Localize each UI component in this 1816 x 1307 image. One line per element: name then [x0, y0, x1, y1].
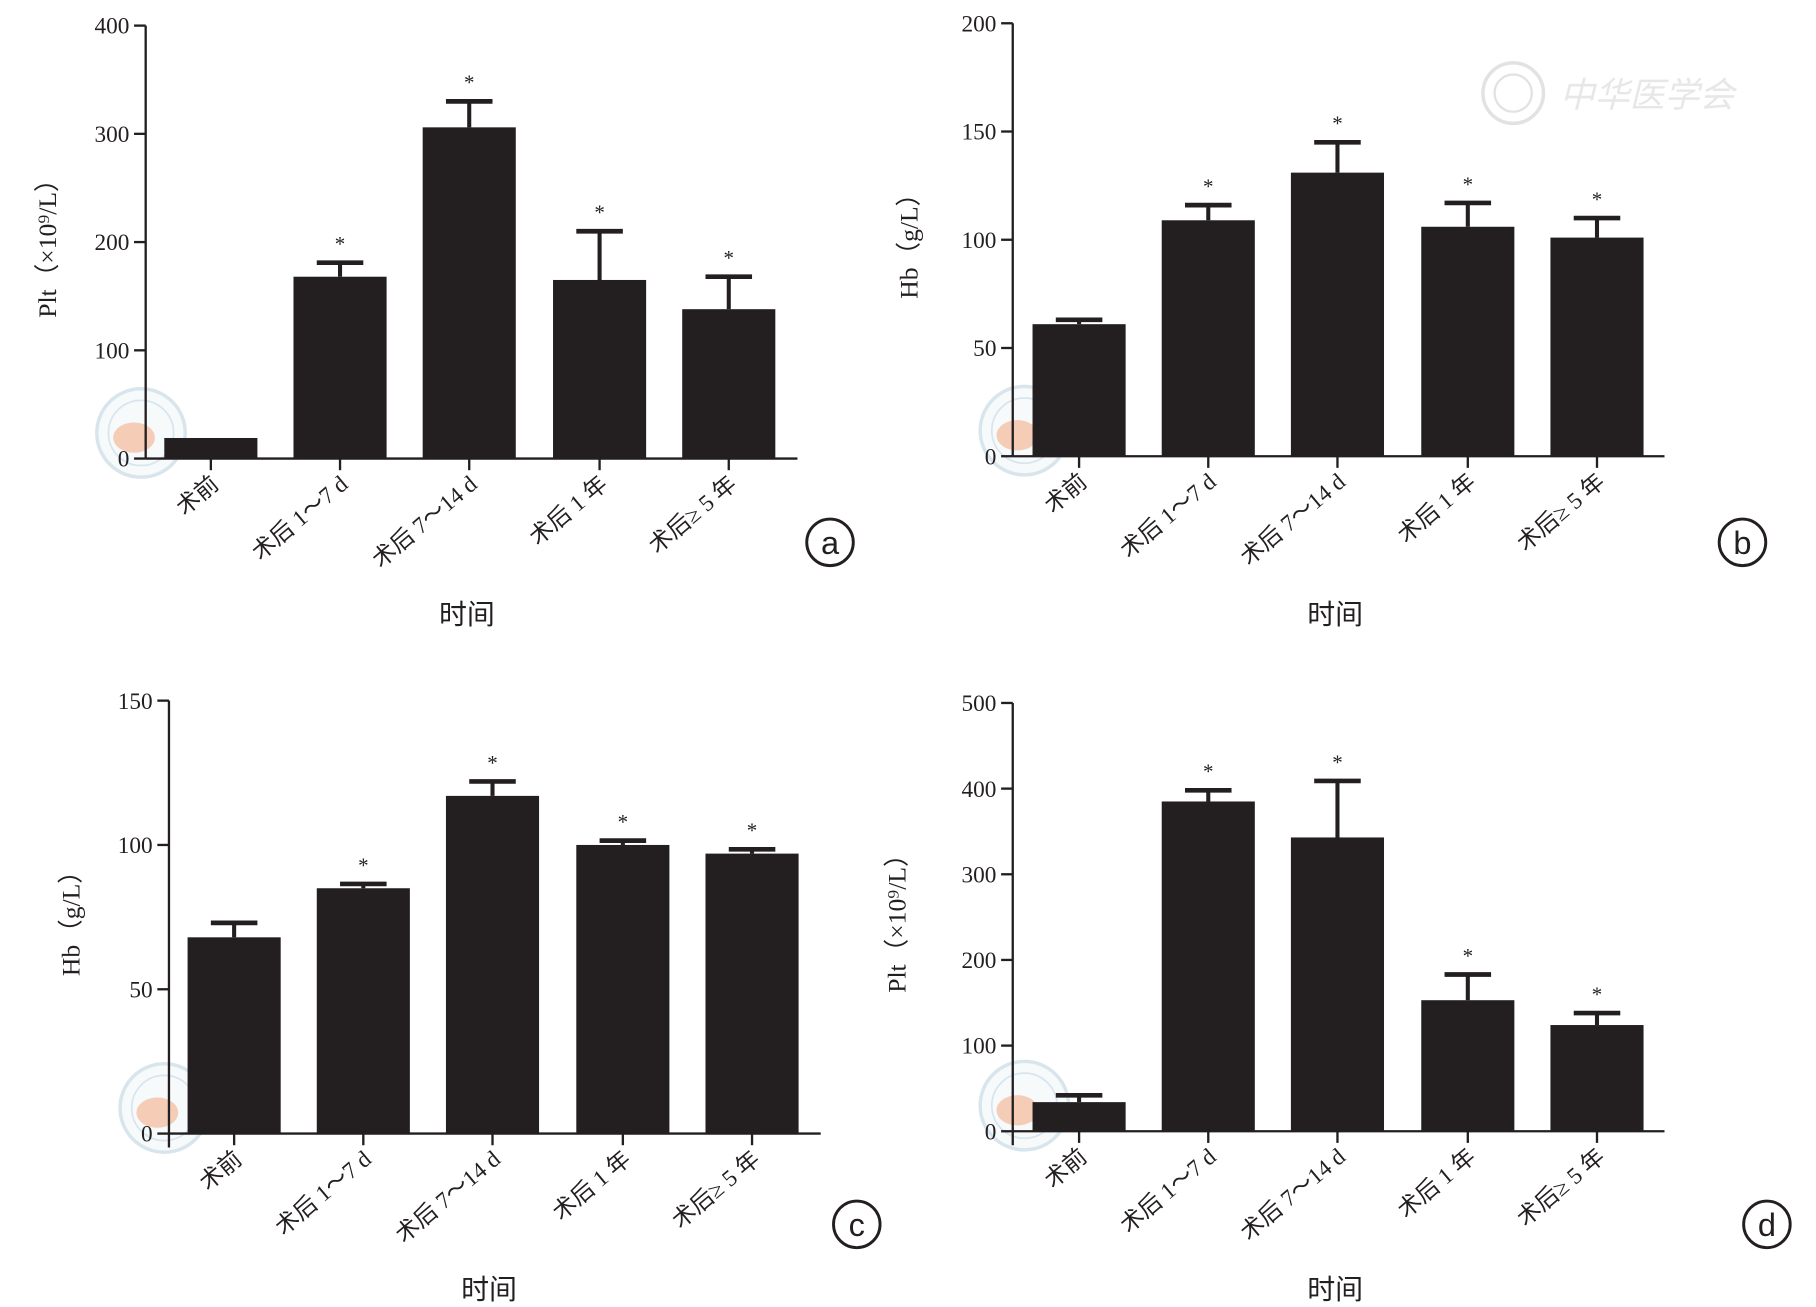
panel-label-circle [832, 1199, 882, 1250]
y-tick-label: 100 [962, 1034, 997, 1060]
significance-marker: * [1592, 982, 1602, 1006]
x-tick-label: 术前 [1040, 1144, 1092, 1194]
y-tick-label: 400 [94, 14, 129, 40]
y-tick-label: 150 [962, 120, 997, 146]
x-axis-title: 时间 [1307, 599, 1363, 631]
bar [164, 437, 258, 459]
y-axis-title: Hb（g/L） [894, 181, 923, 299]
x-tick-label: 术后 1～7 d [1116, 469, 1222, 564]
x-tick-label: 术后 1～7 d [271, 1146, 377, 1241]
significance-marker: * [464, 71, 474, 95]
y-tick-label: 500 [962, 691, 997, 717]
panel-label-circle [1742, 1199, 1792, 1250]
bar [1290, 172, 1385, 457]
x-tick-label: 术后 1 年 [548, 1146, 636, 1226]
bar [1032, 1102, 1126, 1132]
y-axis-title: Plt（×10⁹/L） [33, 166, 62, 317]
bar [576, 844, 670, 1134]
chart-panel-d: 0 100 200 300 400 500 术前 * 术后 1～7 d * 术后 7～14 d * 术后… [883, 691, 1792, 1306]
watermark-seal-icon [95, 386, 187, 479]
bar [422, 127, 516, 459]
y-tick-label: 0 [985, 1119, 997, 1145]
watermark-logo: 中华医学会 [1481, 61, 1739, 126]
x-axis-title: 时间 [1307, 1274, 1363, 1306]
bar [445, 795, 540, 1134]
panel-label-circle [805, 517, 855, 568]
panel-label: b [1733, 525, 1751, 561]
chart-panel-a: 0 100 200 300 400 术前 * 术后 1～7 d * 术后 7～14 d * 术后 1 … [33, 14, 855, 631]
significance-marker: * [747, 819, 757, 843]
x-tick-label: 术后 7～14 d [368, 471, 483, 573]
significance-marker: * [487, 751, 497, 775]
x-tick-label: 术后 1 年 [1393, 469, 1481, 549]
y-tick-label: 100 [118, 833, 153, 859]
significance-marker: * [1332, 112, 1342, 136]
y-tick-label: 400 [962, 777, 997, 803]
x-tick-label: 术后 7～14 d [391, 1146, 506, 1248]
bar [1550, 1025, 1644, 1132]
significance-marker: * [618, 810, 628, 834]
x-tick-label: 术前 [1040, 469, 1092, 519]
bar [1290, 837, 1385, 1132]
x-axis-title: 时间 [461, 1274, 517, 1306]
watermark-text: 中华医学会 [1560, 76, 1739, 116]
y-tick-label: 200 [962, 11, 997, 37]
x-tick-label: 术后 7～14 d [1236, 1144, 1351, 1246]
bar [1032, 324, 1126, 457]
significance-marker: * [1332, 750, 1342, 774]
x-tick-label: 术后≥ 5 年 [1512, 469, 1610, 557]
x-tick-label: 术后 1～7 d [247, 471, 353, 566]
panel-label: a [821, 525, 840, 561]
y-tick-label: 100 [94, 338, 129, 364]
y-axis-title: Hb（g/L） [56, 858, 85, 976]
significance-marker: * [358, 853, 368, 877]
x-tick-label: 术后 1 年 [525, 471, 613, 551]
significance-marker: * [724, 246, 734, 270]
x-tick-label: 术后≥ 5 年 [644, 471, 742, 559]
y-tick-label: 0 [985, 444, 997, 470]
y-tick-label: 100 [962, 228, 997, 254]
bar [705, 853, 799, 1134]
significance-marker: * [1592, 187, 1602, 211]
bar [1550, 237, 1644, 457]
significance-marker: * [594, 201, 604, 225]
y-tick-label: 300 [962, 862, 997, 888]
x-tick-label: 术后 1～7 d [1116, 1144, 1222, 1239]
y-tick-label: 300 [94, 122, 129, 148]
x-tick-label: 术后≥ 5 年 [667, 1146, 765, 1234]
y-tick-label: 50 [129, 977, 152, 1003]
panel-label: c [849, 1207, 865, 1243]
significance-marker: * [1203, 760, 1213, 784]
x-tick-label: 术前 [172, 471, 224, 521]
bar [1421, 226, 1515, 457]
y-axis-title: Plt（×10⁹/L） [883, 841, 912, 992]
y-tick-label: 200 [94, 230, 129, 256]
y-tick-label: 150 [118, 689, 153, 715]
bar [187, 937, 281, 1134]
x-axis-title: 时间 [439, 599, 495, 631]
x-tick-label: 术后 1 年 [1393, 1144, 1481, 1224]
bar [316, 888, 410, 1134]
bar [293, 276, 387, 459]
panel-label: d [1758, 1207, 1776, 1243]
bar [553, 279, 647, 459]
x-tick-label: 术后≥ 5 年 [1512, 1144, 1610, 1232]
x-tick-label: 术后 7～14 d [1236, 469, 1351, 571]
significance-marker: * [335, 232, 345, 256]
bar [1161, 220, 1255, 457]
y-tick-label: 0 [118, 447, 130, 473]
significance-marker: * [1463, 944, 1473, 968]
bar [682, 309, 776, 459]
y-tick-label: 0 [141, 1122, 153, 1148]
y-tick-label: 200 [962, 948, 997, 974]
x-tick-label: 术前 [195, 1146, 247, 1196]
y-tick-label: 50 [973, 336, 996, 362]
chart-panel-c: 0 50 100 150 术前 * 术后 1～7 d * 术后 7～14 d * 术后 1 年 * 术后… [56, 689, 882, 1306]
significance-marker: * [1203, 174, 1213, 198]
panel-label-circle [1717, 517, 1768, 568]
bar [1421, 1000, 1515, 1132]
significance-marker: * [1463, 172, 1473, 196]
bar [1161, 801, 1255, 1132]
